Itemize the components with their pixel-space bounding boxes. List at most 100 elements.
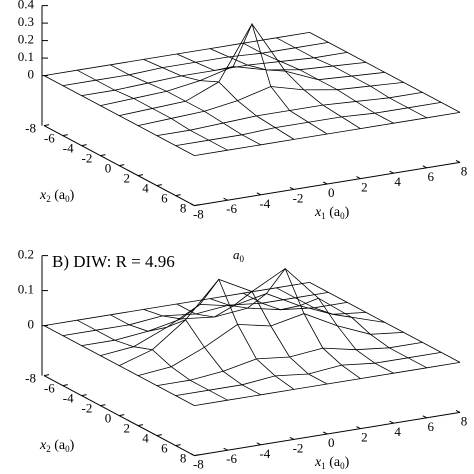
label-unit: (a bbox=[51, 188, 66, 203]
x2-tick bbox=[43, 124, 50, 127]
label-close: ) bbox=[345, 455, 350, 470]
label-sub: 2 bbox=[46, 444, 51, 454]
x2-tick-label: -2 bbox=[82, 151, 93, 166]
x2-tick-label: 4 bbox=[142, 431, 149, 446]
label-sub: 0 bbox=[340, 211, 345, 221]
wire-column bbox=[209, 48, 361, 129]
z-tick-label: 0.1 bbox=[18, 282, 34, 297]
x2-tick bbox=[175, 444, 181, 447]
x2-tick-label: 0 bbox=[105, 411, 112, 426]
x2-tick bbox=[119, 164, 125, 167]
wire-column bbox=[143, 59, 295, 140]
x1-tick bbox=[289, 186, 295, 190]
wire-column bbox=[43, 325, 195, 406]
x2-tick-label: -4 bbox=[63, 141, 74, 156]
label-unit: (a bbox=[51, 438, 66, 453]
x1-tick bbox=[223, 447, 228, 451]
x1-tick-label: 6 bbox=[428, 169, 435, 184]
label-sub: 1 bbox=[321, 211, 326, 221]
x1-tick bbox=[322, 181, 328, 185]
x1-tick-label: 8 bbox=[461, 163, 468, 178]
x1-tick-label: -4 bbox=[259, 196, 270, 211]
x1-tick bbox=[190, 453, 195, 457]
label-var: x bbox=[314, 455, 322, 470]
label-var: a bbox=[233, 247, 240, 262]
x1-tick bbox=[455, 409, 461, 413]
label-sub: 1 bbox=[321, 461, 326, 471]
label-var: x bbox=[39, 188, 47, 203]
z-tick-label: 0 bbox=[28, 317, 35, 332]
wire-column bbox=[309, 32, 461, 113]
wire-column bbox=[77, 69, 228, 151]
x2-tick bbox=[100, 154, 106, 157]
x1-tick bbox=[455, 159, 461, 163]
x2-tick-label: -8 bbox=[25, 371, 36, 386]
label-sub: 0 bbox=[65, 444, 70, 454]
wire-column bbox=[276, 37, 427, 119]
label-close: ) bbox=[70, 438, 75, 453]
x1-tick bbox=[322, 431, 328, 435]
z-tick-label: 0.3 bbox=[18, 14, 34, 29]
x1-tick bbox=[389, 420, 394, 424]
z-tick-label: 0.4 bbox=[18, 0, 35, 12]
x2-tick bbox=[81, 144, 87, 147]
x1-tick-label: -6 bbox=[226, 201, 237, 216]
wire-column bbox=[176, 22, 328, 135]
x2-axis-label: x2 (a0) bbox=[39, 188, 75, 204]
x2-tick bbox=[137, 424, 144, 427]
x2-tick-label: 6 bbox=[161, 441, 168, 456]
x2-tick bbox=[81, 394, 87, 397]
x2-tick-label: 4 bbox=[142, 181, 149, 196]
title-unit: a0 bbox=[233, 247, 245, 264]
x1-tick-label: 2 bbox=[361, 180, 368, 195]
z-tick-label: 0.1 bbox=[18, 49, 34, 64]
x2-tick-label: -4 bbox=[63, 391, 74, 406]
x1-tick-label: -8 bbox=[193, 457, 204, 472]
x1-tick-label: 2 bbox=[361, 430, 368, 445]
x1-tick-label: -6 bbox=[226, 451, 237, 466]
x1-tick bbox=[256, 192, 262, 196]
x2-tick-label: 8 bbox=[180, 201, 187, 216]
x2-tick bbox=[62, 134, 68, 137]
wire-column bbox=[77, 319, 228, 401]
label-sub: 2 bbox=[46, 194, 51, 204]
wire-row bbox=[156, 342, 423, 386]
label-sub: 0 bbox=[65, 194, 70, 204]
x2-tick bbox=[62, 384, 68, 387]
z-tick-label: 0 bbox=[28, 67, 35, 82]
x1-tick-label: 0 bbox=[328, 185, 335, 200]
x1-tick-label: 8 bbox=[461, 413, 468, 428]
x1-tick-label: 6 bbox=[428, 419, 435, 434]
label-unit: (a bbox=[326, 205, 341, 220]
chart-title: B) DIW: R = 4.96 bbox=[52, 252, 175, 271]
wire-column bbox=[276, 287, 427, 369]
x2-tick-label: -2 bbox=[82, 401, 93, 416]
x2-axis-label: x2 (a0) bbox=[39, 438, 75, 454]
z-tick-label: 0.2 bbox=[18, 247, 34, 262]
x2-tick bbox=[156, 434, 162, 437]
x1-tick-label: 4 bbox=[394, 174, 401, 189]
wire-column bbox=[176, 290, 328, 385]
x1-axis-label: x1 (a0) bbox=[314, 455, 350, 471]
x1-tick bbox=[289, 436, 295, 440]
wire-row bbox=[119, 23, 385, 116]
wire-row bbox=[175, 102, 442, 146]
wire-column bbox=[110, 64, 261, 146]
wire-row bbox=[62, 42, 329, 86]
x2-tick bbox=[194, 454, 200, 457]
x1-axis-label: x1 (a0) bbox=[314, 205, 350, 221]
x2-tick bbox=[119, 414, 125, 417]
x2-tick bbox=[100, 404, 106, 407]
x2-tick-label: -6 bbox=[44, 131, 55, 146]
x2-tick-label: 6 bbox=[161, 191, 168, 206]
x2-tick-label: 2 bbox=[124, 171, 131, 186]
label-sub: 0 bbox=[240, 254, 245, 264]
x2-tick bbox=[175, 194, 181, 197]
x1-tick bbox=[190, 203, 195, 207]
x1-tick bbox=[422, 165, 428, 169]
x1-tick bbox=[256, 442, 262, 446]
z-tick-label: 0.2 bbox=[18, 32, 34, 47]
label-var: x bbox=[39, 438, 47, 453]
x2-tick bbox=[137, 174, 144, 177]
